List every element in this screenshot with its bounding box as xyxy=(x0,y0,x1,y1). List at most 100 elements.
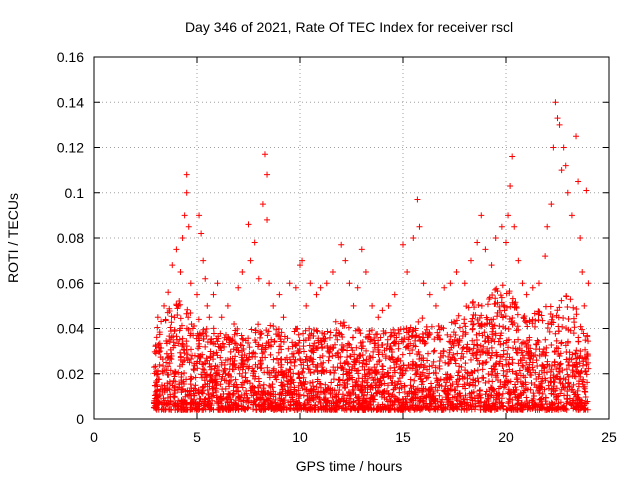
data-point xyxy=(205,400,212,407)
data-point xyxy=(245,340,252,347)
data-point xyxy=(430,369,437,376)
data-point xyxy=(432,405,439,412)
data-point xyxy=(469,337,476,344)
data-point xyxy=(310,383,317,390)
data-point xyxy=(248,326,255,333)
data-point xyxy=(514,346,521,353)
data-point xyxy=(404,268,411,275)
data-point xyxy=(533,357,540,364)
data-point xyxy=(512,391,519,398)
data-point xyxy=(571,319,578,326)
data-point xyxy=(538,367,545,374)
data-point xyxy=(547,378,554,385)
data-point xyxy=(336,403,343,410)
data-point xyxy=(259,350,266,357)
data-point xyxy=(194,291,200,298)
data-point xyxy=(349,383,356,390)
data-point xyxy=(509,314,516,321)
data-point xyxy=(345,324,352,331)
data-point xyxy=(267,351,274,358)
data-point xyxy=(239,384,246,391)
data-point xyxy=(426,387,433,394)
data-point xyxy=(313,327,320,334)
data-point xyxy=(432,384,439,391)
data-point xyxy=(364,334,371,341)
data-point xyxy=(453,268,460,275)
data-point xyxy=(176,297,183,304)
data-point xyxy=(184,306,191,313)
data-point xyxy=(413,332,420,339)
data-point xyxy=(319,345,326,352)
data-point xyxy=(183,189,190,196)
data-point xyxy=(234,384,241,391)
data-point xyxy=(552,99,559,106)
data-point xyxy=(521,318,528,325)
data-point xyxy=(329,353,336,360)
data-point xyxy=(232,327,239,334)
data-point xyxy=(325,357,332,364)
data-point xyxy=(462,331,469,338)
data-point xyxy=(567,296,574,303)
data-point xyxy=(210,330,217,337)
data-point xyxy=(461,374,468,381)
data-point xyxy=(572,350,579,357)
data-point xyxy=(557,399,564,406)
data-point xyxy=(247,257,254,264)
data-point xyxy=(446,374,453,381)
data-point xyxy=(580,330,587,337)
data-point xyxy=(478,212,485,219)
data-point xyxy=(320,335,327,342)
data-point xyxy=(530,353,537,360)
data-point xyxy=(375,346,382,353)
data-point xyxy=(200,326,207,333)
data-point xyxy=(373,382,380,389)
data-point xyxy=(511,223,518,230)
data-point xyxy=(268,406,275,413)
data-point xyxy=(153,394,160,401)
data-point xyxy=(153,402,160,409)
data-point xyxy=(385,382,392,389)
data-point xyxy=(358,388,365,395)
data-point xyxy=(524,323,531,330)
data-point xyxy=(391,291,398,298)
data-point xyxy=(335,329,342,336)
data-point xyxy=(522,374,529,381)
data-point xyxy=(315,406,322,413)
data-point xyxy=(300,348,307,355)
data-point xyxy=(218,314,225,321)
data-point xyxy=(573,393,580,400)
data-point xyxy=(485,406,492,413)
data-point xyxy=(250,367,257,374)
data-point xyxy=(484,301,491,308)
data-point xyxy=(404,393,411,400)
data-point xyxy=(474,342,481,349)
data-point xyxy=(175,302,182,309)
data-point xyxy=(421,340,428,347)
data-point xyxy=(494,313,501,320)
x-tick-label: 15 xyxy=(395,429,411,445)
data-point xyxy=(259,342,266,349)
data-point xyxy=(203,374,210,381)
data-point xyxy=(327,386,334,393)
data-point xyxy=(237,364,244,371)
data-point xyxy=(196,212,203,219)
data-point xyxy=(207,348,214,355)
data-point xyxy=(162,316,169,323)
data-point xyxy=(478,321,485,328)
data-point xyxy=(420,334,427,341)
data-point xyxy=(498,395,505,402)
data-point xyxy=(179,235,186,241)
data-point xyxy=(201,377,208,384)
data-point xyxy=(396,389,403,396)
data-point xyxy=(557,390,564,397)
data-point xyxy=(407,382,414,389)
data-point xyxy=(492,295,499,302)
data-point xyxy=(170,339,177,346)
y-tick-label: 0.12 xyxy=(57,140,84,156)
data-point xyxy=(390,386,397,393)
data-point xyxy=(579,268,586,275)
data-point xyxy=(229,366,236,373)
data-point xyxy=(260,396,267,403)
data-point xyxy=(313,394,320,401)
